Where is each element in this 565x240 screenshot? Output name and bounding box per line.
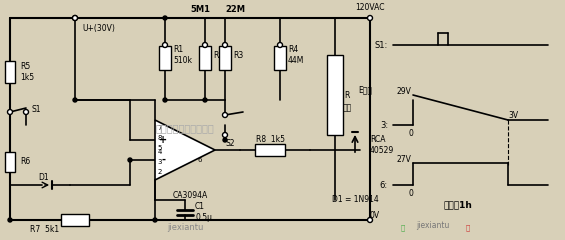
Bar <box>199 46 211 70</box>
Text: 6:: 6: <box>380 180 388 190</box>
Text: 22M: 22M <box>225 6 245 14</box>
Text: 4: 4 <box>158 149 162 155</box>
Bar <box>5 61 15 83</box>
Text: S1: S1 <box>32 106 41 114</box>
Circle shape <box>72 16 77 20</box>
Text: D1: D1 <box>38 174 49 182</box>
Circle shape <box>24 109 28 114</box>
Bar <box>327 55 343 135</box>
Text: 120VAC: 120VAC <box>355 4 385 12</box>
Circle shape <box>223 42 228 48</box>
Text: R1
510k: R1 510k <box>173 45 192 65</box>
Bar <box>219 46 231 70</box>
Text: -: - <box>161 155 165 165</box>
Text: C1
0.5μ: C1 0.5μ <box>195 202 212 222</box>
Circle shape <box>7 109 12 114</box>
Text: S2: S2 <box>225 138 234 148</box>
Text: RCA
40529: RCA 40529 <box>370 135 394 155</box>
Text: R2: R2 <box>213 50 223 60</box>
Text: 5M1: 5M1 <box>190 6 210 14</box>
Text: 公: 公 <box>401 225 405 231</box>
Text: R: R <box>344 90 350 100</box>
Text: R7  5k1: R7 5k1 <box>31 226 59 234</box>
Text: 2: 2 <box>158 169 162 175</box>
Bar <box>159 46 171 70</box>
Text: 6: 6 <box>198 157 202 163</box>
Text: 5: 5 <box>158 145 162 151</box>
Bar <box>5 152 15 172</box>
Text: 3: 3 <box>158 159 162 165</box>
Text: jiexiantu: jiexiantu <box>167 223 203 233</box>
Circle shape <box>367 16 372 20</box>
Circle shape <box>163 16 167 20</box>
Circle shape <box>277 42 282 48</box>
Circle shape <box>203 98 207 102</box>
Text: R6: R6 <box>20 157 31 167</box>
Text: CA3094A: CA3094A <box>172 191 207 199</box>
Circle shape <box>223 138 227 142</box>
Text: U+(30V): U+(30V) <box>82 24 115 32</box>
Circle shape <box>202 42 207 48</box>
Text: 时间＝1h: 时间＝1h <box>444 200 472 210</box>
Text: 图: 图 <box>466 225 470 231</box>
Text: R8  1k5: R8 1k5 <box>255 136 285 144</box>
Circle shape <box>163 42 167 48</box>
Circle shape <box>73 98 77 102</box>
Circle shape <box>223 113 228 118</box>
Text: S1:: S1: <box>375 41 388 49</box>
Circle shape <box>8 218 12 222</box>
Text: 杭州格睙科技有限公司: 杭州格睙科技有限公司 <box>155 123 214 133</box>
Text: 3V: 3V <box>508 110 518 120</box>
Text: D1 = 1N914: D1 = 1N914 <box>332 196 379 204</box>
Text: 0V: 0V <box>370 210 380 220</box>
Text: R5
1k5: R5 1k5 <box>20 62 34 82</box>
Text: 0: 0 <box>408 128 414 138</box>
Circle shape <box>72 16 77 20</box>
Circle shape <box>128 158 132 162</box>
Text: 0: 0 <box>408 188 414 198</box>
Polygon shape <box>155 120 215 180</box>
Text: R4
44M: R4 44M <box>288 45 305 65</box>
Circle shape <box>223 132 228 138</box>
Text: 负费: 负费 <box>342 103 351 113</box>
Circle shape <box>163 98 167 102</box>
Circle shape <box>367 217 372 222</box>
Text: +: + <box>159 135 167 145</box>
Bar <box>255 144 285 156</box>
Circle shape <box>153 218 157 222</box>
Text: 3:: 3: <box>380 120 388 130</box>
Text: R3: R3 <box>233 50 244 60</box>
Bar <box>274 46 286 70</box>
Text: 29V: 29V <box>396 86 411 96</box>
Bar <box>61 214 89 226</box>
Text: E输出: E输出 <box>358 85 372 95</box>
Text: 8: 8 <box>158 135 162 141</box>
Text: 7: 7 <box>158 125 162 131</box>
Text: 27V: 27V <box>396 155 411 163</box>
Text: jiexiantu: jiexiantu <box>416 221 450 229</box>
